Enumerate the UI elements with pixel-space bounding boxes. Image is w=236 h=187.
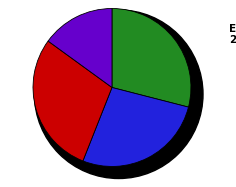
Wedge shape	[48, 8, 112, 88]
Wedge shape	[112, 8, 191, 107]
Wedge shape	[83, 88, 189, 166]
Circle shape	[34, 10, 203, 179]
Text: Europe
29%: Europe 29%	[229, 24, 236, 45]
Wedge shape	[33, 41, 112, 161]
